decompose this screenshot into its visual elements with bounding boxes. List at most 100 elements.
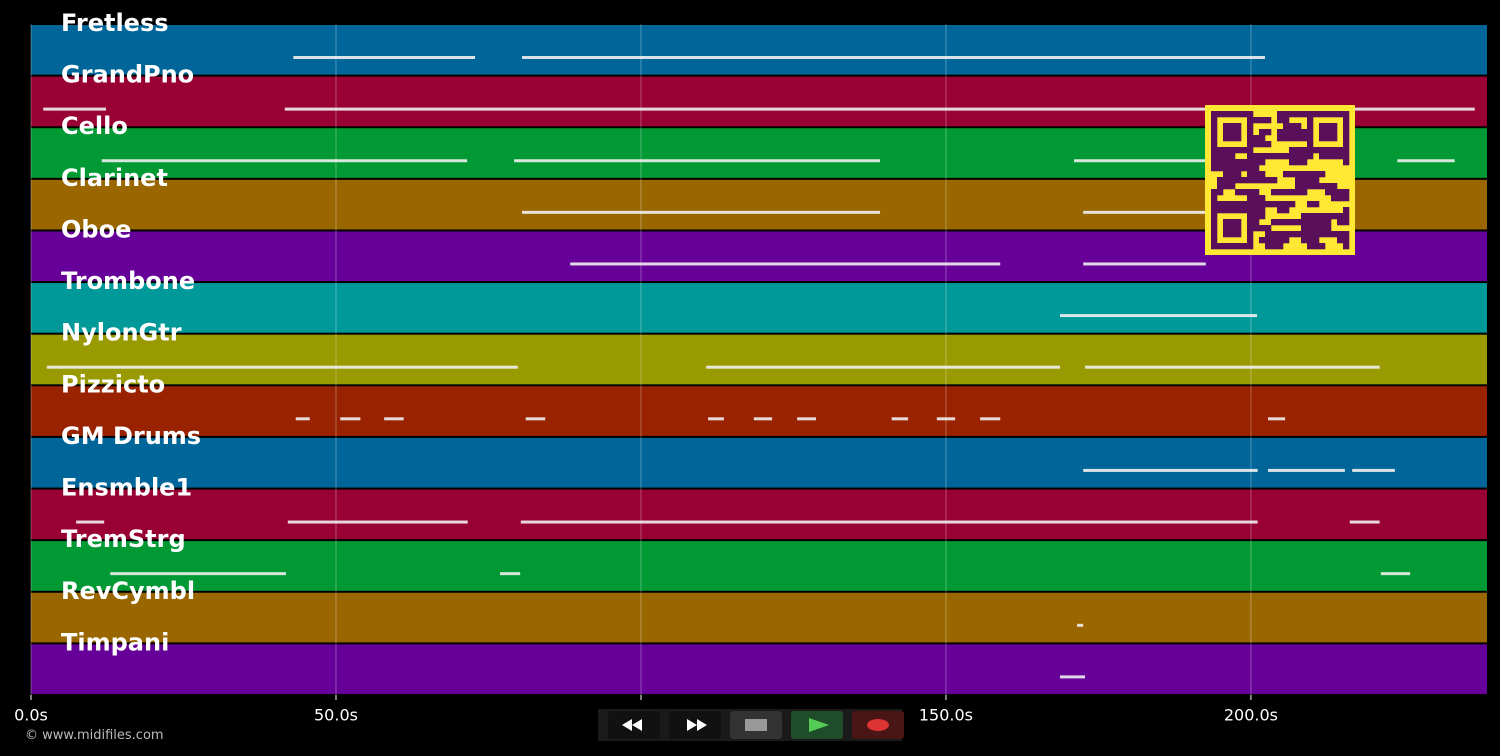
qr-cell xyxy=(1241,111,1248,118)
qr-cell xyxy=(1301,213,1308,220)
track-name: Ensmble1 xyxy=(61,474,192,502)
qr-cell xyxy=(1223,201,1230,208)
qr-cell xyxy=(1259,237,1266,244)
qr-cell xyxy=(1277,111,1284,118)
qr-cell xyxy=(1223,165,1230,172)
qr-cell xyxy=(1229,153,1236,160)
qr-cell xyxy=(1331,213,1338,220)
qr-cell xyxy=(1301,135,1308,142)
note xyxy=(1074,159,1206,163)
track-row xyxy=(31,437,1487,488)
qr-cell xyxy=(1307,225,1314,232)
qr-cell xyxy=(1313,177,1320,184)
qr-cell xyxy=(1211,201,1218,208)
qr-cell xyxy=(1259,153,1266,160)
qr-cell xyxy=(1253,207,1260,214)
qr-cell xyxy=(1343,117,1350,124)
qr-cell xyxy=(1211,135,1218,142)
qr-cell xyxy=(1319,219,1326,226)
qr-cell xyxy=(1319,123,1326,130)
qr-cell xyxy=(1253,117,1260,124)
track-row xyxy=(31,283,1487,333)
qr-cell xyxy=(1223,159,1230,166)
note xyxy=(293,56,476,59)
qr-cell xyxy=(1253,159,1260,166)
qr-cell xyxy=(1271,243,1278,250)
qr-cell xyxy=(1313,147,1320,154)
qr-cell xyxy=(1259,141,1266,148)
qr-cell xyxy=(1271,231,1278,238)
qr-cell xyxy=(1289,231,1296,238)
qr-cell xyxy=(1301,237,1308,244)
track-row xyxy=(31,334,1487,385)
qr-cell xyxy=(1283,189,1290,196)
qr-cell xyxy=(1307,177,1314,184)
qr-cell xyxy=(1247,123,1254,130)
qr-cell xyxy=(1325,213,1332,220)
qr-cell xyxy=(1319,153,1326,160)
track-name: NylonGtr xyxy=(61,319,182,347)
qr-cell xyxy=(1283,237,1290,244)
qr-cell xyxy=(1277,201,1284,208)
qr-cell xyxy=(1331,135,1338,142)
track-row xyxy=(31,541,1487,591)
qr-cell xyxy=(1265,117,1272,124)
qr-cell xyxy=(1217,159,1224,166)
rewind-button[interactable] xyxy=(608,711,660,739)
note xyxy=(980,417,1001,421)
qr-cell xyxy=(1265,237,1272,244)
qr-cell xyxy=(1229,123,1236,130)
qr-cell xyxy=(1259,177,1266,184)
x-tick-label: 200.0s xyxy=(1224,706,1278,725)
qr-cell xyxy=(1313,111,1320,118)
qr-cell xyxy=(1211,195,1218,202)
qr-cell xyxy=(1211,237,1218,244)
note xyxy=(1060,675,1086,679)
qr-cell xyxy=(1343,213,1350,220)
stop-button[interactable] xyxy=(730,711,782,739)
qr-cell xyxy=(1319,213,1326,220)
qr-cell xyxy=(1283,123,1290,130)
qr-cell xyxy=(1307,111,1314,118)
qr-cell xyxy=(1343,141,1350,148)
qr-cell xyxy=(1295,123,1302,130)
qr-cell xyxy=(1283,201,1290,208)
qr-cell xyxy=(1247,195,1254,202)
qr-cell xyxy=(1295,135,1302,142)
fast-forward-button[interactable] xyxy=(669,711,721,739)
qr-cell xyxy=(1253,195,1260,202)
qr-cell xyxy=(1235,123,1242,130)
qr-cell xyxy=(1223,153,1230,160)
qr-cell xyxy=(1211,213,1218,220)
qr-cell xyxy=(1331,183,1338,190)
note xyxy=(753,417,773,421)
qr-cell xyxy=(1295,147,1302,154)
record-button[interactable] xyxy=(852,711,904,739)
qr-cell xyxy=(1211,141,1218,148)
play-button[interactable] xyxy=(791,711,843,739)
qr-cell xyxy=(1271,153,1278,160)
qr-cell xyxy=(1307,171,1314,178)
qr-cell xyxy=(1319,225,1326,232)
qr-cell xyxy=(1235,177,1242,184)
qr-cell xyxy=(1247,153,1254,160)
qr-cell xyxy=(1265,243,1272,250)
qr-cell xyxy=(1283,129,1290,136)
qr-cell xyxy=(1307,123,1314,130)
note xyxy=(1083,210,1206,214)
qr-cell xyxy=(1301,159,1308,166)
qr-cell xyxy=(1307,243,1314,250)
qr-cell xyxy=(1325,231,1332,238)
qr-cell xyxy=(1247,219,1254,226)
qr-cell xyxy=(1265,231,1272,238)
qr-cell xyxy=(1301,153,1308,160)
qr-cell xyxy=(1301,111,1308,118)
qr-cell xyxy=(1229,231,1236,238)
qr-cell xyxy=(1247,201,1254,208)
qr-cell xyxy=(1223,123,1230,130)
qr-cell xyxy=(1247,111,1254,118)
qr-cell xyxy=(1319,171,1326,178)
qr-cell xyxy=(1211,165,1218,172)
qr-cell xyxy=(1283,111,1290,118)
qr-cell xyxy=(1211,243,1218,250)
